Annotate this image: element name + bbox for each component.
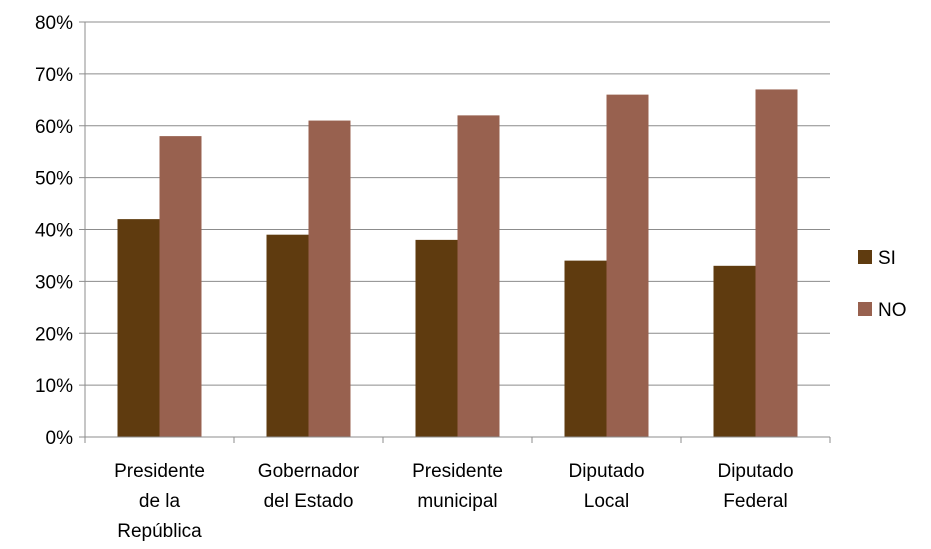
y-tick-label: 40% bbox=[35, 221, 73, 242]
legend-swatch-no bbox=[858, 302, 872, 316]
x-category-label: de la bbox=[139, 491, 181, 512]
y-tick-label: 10% bbox=[35, 376, 73, 397]
y-tick-label: 30% bbox=[35, 272, 73, 293]
bar-si bbox=[713, 265, 756, 437]
x-category-label: República bbox=[117, 521, 202, 542]
bar-si bbox=[117, 219, 160, 437]
x-category-label: Diputado bbox=[717, 461, 793, 482]
bar-no bbox=[606, 94, 649, 437]
y-tick-label: 0% bbox=[46, 428, 74, 449]
y-tick-label: 20% bbox=[35, 324, 73, 345]
x-axis-labels: Presidente de la República Gobernador del Es… bbox=[114, 461, 793, 542]
x-category-label: municipal bbox=[417, 491, 497, 512]
bar-si bbox=[266, 234, 309, 437]
bar-si bbox=[415, 239, 458, 437]
x-category-label: Diputado bbox=[568, 461, 644, 482]
bar-no bbox=[159, 136, 202, 437]
bar-no bbox=[308, 120, 351, 437]
x-category-label: Presidente bbox=[114, 461, 205, 482]
bar-no bbox=[457, 115, 500, 437]
x-category-label: Local bbox=[584, 491, 629, 512]
y-tick-label: 70% bbox=[35, 65, 73, 86]
x-category-label: del Estado bbox=[264, 491, 354, 512]
legend-label-si: SI bbox=[878, 248, 896, 269]
bar-si bbox=[564, 260, 607, 437]
x-category-label: Gobernador bbox=[258, 461, 360, 482]
y-tick-label: 60% bbox=[35, 117, 73, 138]
legend-swatch-si bbox=[858, 250, 872, 264]
x-category-label: Federal bbox=[723, 491, 787, 512]
bar-no bbox=[755, 89, 798, 437]
x-category-label: Presidente bbox=[412, 461, 503, 482]
y-tick-label: 50% bbox=[35, 169, 73, 190]
bars bbox=[117, 89, 798, 437]
legend: SI NO bbox=[858, 248, 907, 321]
y-tick-label: 80% bbox=[35, 13, 73, 34]
y-axis-ticks: 0% 10% 20% 30% 40% 50% 60% 70% 80% bbox=[35, 13, 85, 449]
legend-label-no: NO bbox=[878, 300, 907, 321]
